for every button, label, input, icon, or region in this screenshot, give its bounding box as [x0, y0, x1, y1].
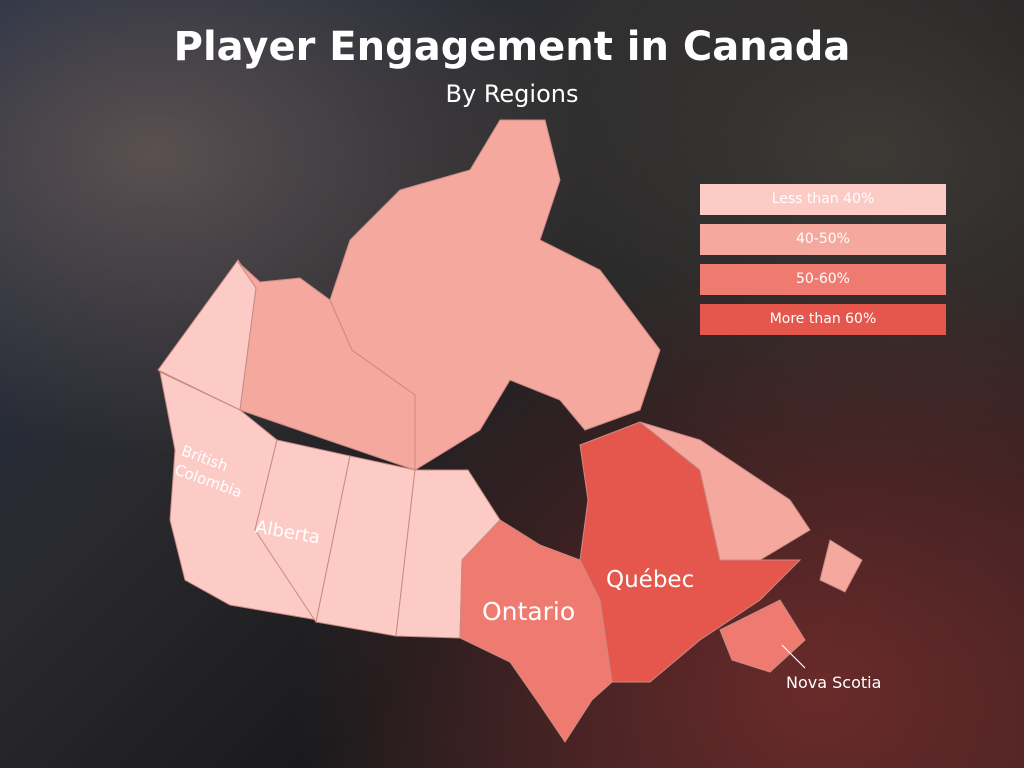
- region-british-columbia: [159, 371, 320, 621]
- chart-subtitle: By Regions: [445, 80, 579, 108]
- region-ontario: [459, 519, 613, 743]
- legend: Less than 40% 40-50% 50-60% More than 60…: [700, 184, 946, 344]
- label-quebec: Québec: [606, 567, 695, 593]
- label-ontario: Ontario: [482, 597, 576, 626]
- nova-scotia-pointer: [781, 644, 806, 669]
- chart-title: Player Engagement in Canada: [173, 24, 851, 70]
- legend-item-50-60: 50-60%: [700, 264, 946, 295]
- region-newfoundland-labrador: [639, 421, 811, 561]
- legend-item-more-than-60: More than 60%: [700, 304, 946, 335]
- region-maritimes: [719, 599, 806, 673]
- label-nova-scotia: Nova Scotia: [786, 673, 882, 692]
- region-newfoundland-island: [819, 539, 863, 593]
- legend-item-less-than-40: Less than 40%: [700, 184, 946, 215]
- legend-item-40-50: 40-50%: [700, 224, 946, 255]
